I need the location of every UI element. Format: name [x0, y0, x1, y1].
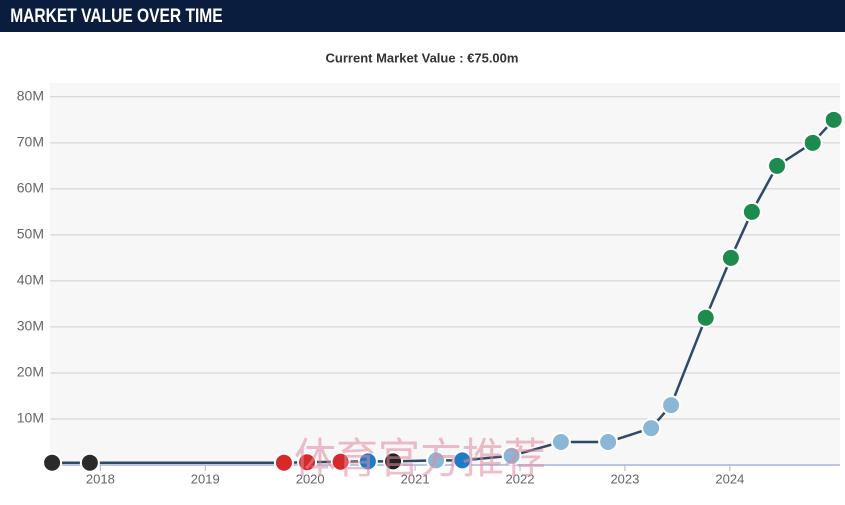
- club-marker: [501, 445, 522, 466]
- club-marker: [383, 451, 404, 472]
- y-tick-label: 20M: [17, 364, 44, 380]
- x-tick-label: 2019: [191, 471, 220, 486]
- x-tick-label: 2024: [715, 471, 744, 486]
- plot-area: [50, 83, 840, 465]
- club-marker: [297, 452, 318, 473]
- club-marker: [357, 451, 378, 472]
- x-tick-label: 2021: [401, 471, 430, 486]
- club-marker: [741, 201, 762, 222]
- x-tick-label: 2018: [86, 471, 115, 486]
- club-marker: [641, 418, 662, 439]
- club-marker: [426, 450, 447, 471]
- club-marker: [767, 155, 788, 176]
- watermark: 体育官方推荐: [294, 434, 546, 483]
- club-marker: [452, 450, 473, 471]
- club-marker: [661, 395, 682, 416]
- club-marker: [695, 307, 716, 328]
- y-tick-label: 10M: [17, 410, 44, 426]
- club-marker: [42, 452, 63, 473]
- chart-subtitle: Current Market Value : €75.00m: [326, 50, 519, 65]
- header-bar: [0, 0, 845, 32]
- club-marker: [330, 451, 351, 472]
- y-tick-label: 30M: [17, 318, 44, 334]
- header-title: MARKET VALUE OVER TIME: [10, 5, 222, 27]
- club-marker: [79, 452, 100, 473]
- club-marker: [802, 132, 823, 153]
- x-tick-label: 2020: [296, 471, 325, 486]
- club-marker: [273, 452, 294, 473]
- x-tick-label: 2022: [506, 471, 535, 486]
- y-tick-label: 70M: [17, 134, 44, 150]
- club-marker: [720, 247, 741, 268]
- y-tick-label: 60M: [17, 180, 44, 196]
- x-tick-label: 2023: [610, 471, 639, 486]
- club-marker: [823, 109, 844, 130]
- y-tick-label: 80M: [17, 88, 44, 104]
- y-tick-label: 50M: [17, 226, 44, 242]
- club-marker: [550, 431, 571, 452]
- y-tick-label: 40M: [17, 272, 44, 288]
- club-marker: [598, 431, 619, 452]
